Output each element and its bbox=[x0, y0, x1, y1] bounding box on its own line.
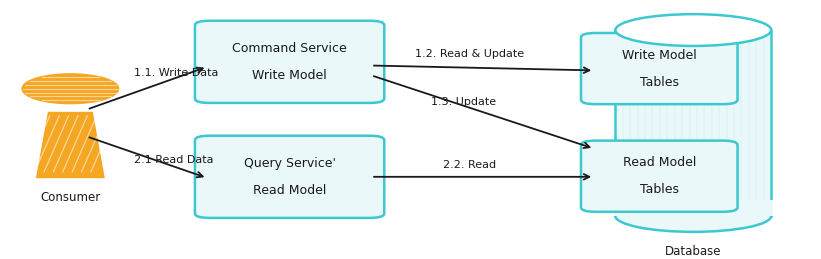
Text: Database: Database bbox=[665, 245, 722, 258]
Text: 1.2. Read & Update: 1.2. Read & Update bbox=[415, 49, 524, 59]
Text: Read Model: Read Model bbox=[622, 156, 696, 169]
FancyBboxPatch shape bbox=[581, 33, 737, 104]
Text: 1.3. Update: 1.3. Update bbox=[431, 97, 497, 107]
Text: Consumer: Consumer bbox=[40, 191, 100, 205]
Text: Read Model: Read Model bbox=[253, 184, 326, 197]
Ellipse shape bbox=[616, 200, 771, 232]
Text: Query Service': Query Service' bbox=[244, 157, 336, 170]
Polygon shape bbox=[38, 113, 103, 177]
Ellipse shape bbox=[616, 14, 771, 46]
Text: Command Service: Command Service bbox=[232, 42, 347, 55]
Text: Write Model: Write Model bbox=[252, 69, 327, 82]
Bar bbox=[614, 200, 773, 216]
Text: Write Model: Write Model bbox=[621, 49, 697, 62]
Bar bbox=[616, 30, 771, 216]
Text: 2.2. Read: 2.2. Read bbox=[443, 160, 496, 170]
Text: Tables: Tables bbox=[640, 76, 679, 89]
FancyBboxPatch shape bbox=[195, 21, 384, 103]
Text: 1.1. Write Data: 1.1. Write Data bbox=[135, 68, 218, 78]
FancyBboxPatch shape bbox=[195, 136, 384, 218]
Text: Tables: Tables bbox=[640, 183, 679, 196]
Circle shape bbox=[23, 75, 118, 103]
FancyBboxPatch shape bbox=[581, 141, 737, 212]
Text: 2.1 Read Data: 2.1 Read Data bbox=[135, 155, 213, 165]
